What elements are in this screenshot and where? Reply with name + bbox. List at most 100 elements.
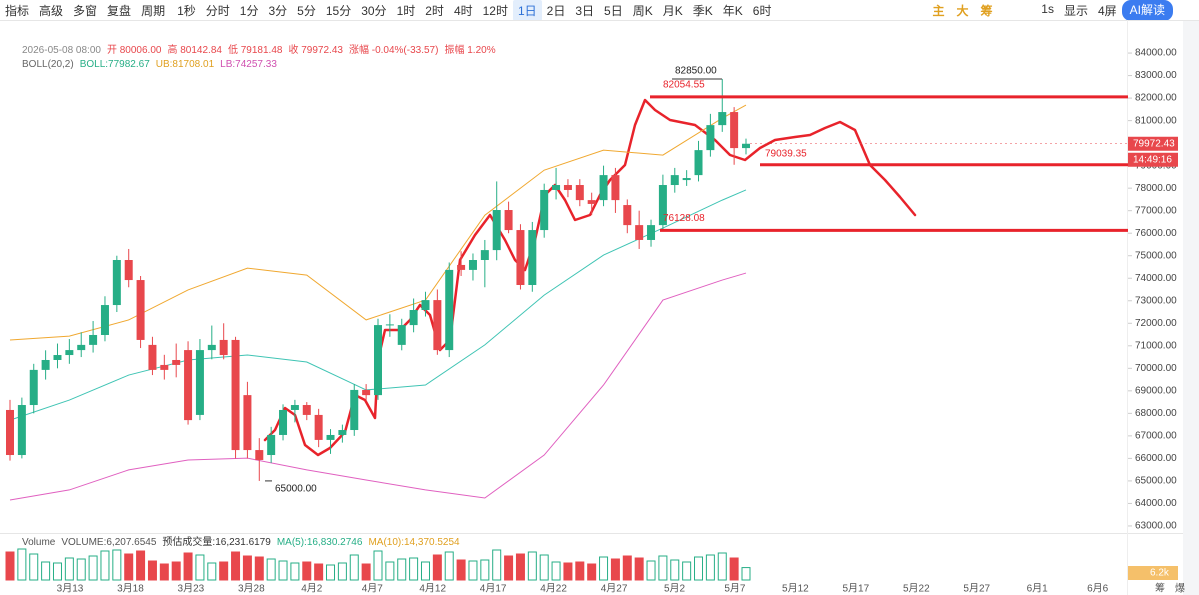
x-tick-label: 5月12 [782,583,809,595]
volume-label: 6.2k [1150,568,1170,579]
volume-bar [337,562,347,581]
volume-bar [634,557,644,581]
indicator-button[interactable]: 大 [956,3,969,18]
tool-button[interactable]: 指标 [5,3,30,18]
candle-body [706,125,715,151]
x-tick-label: 3月28 [238,583,265,595]
interval-button[interactable]: 周K [632,3,653,18]
candle-body [267,434,276,456]
interval-button[interactable]: 30分 [361,3,387,18]
interval-button[interactable]: 季K [692,3,713,18]
last-price-label: 79972.43 [1133,138,1175,149]
extreme-label: 65000.00 [275,484,317,495]
volume-bar [88,555,98,581]
volume-bar [539,554,549,581]
volume-bar [705,554,715,581]
candle-body [516,230,525,285]
level-label: 76128.08 [663,213,705,224]
candle-body [599,175,608,201]
indicator-button[interactable]: 筹 [980,3,993,18]
indicator-button[interactable]: 主 [932,3,945,18]
volume-bar [183,552,193,581]
volume-bar [76,558,86,581]
candle-body [290,405,299,410]
volume-bar [112,549,122,581]
option-button[interactable]: 4屏 [1097,3,1117,18]
volume-bar [5,551,15,581]
y-tick-label: 76000.00 [1135,228,1177,239]
volume-bar [171,561,181,581]
tool-button[interactable]: 高级 [39,3,64,18]
tool-button[interactable]: 复盘 [107,3,132,18]
candle-body [445,269,454,351]
candle-body [409,309,418,326]
y-tick-label: 75000.00 [1135,250,1177,261]
y-tick-label: 68000.00 [1135,408,1177,419]
y-tick-label: 74000.00 [1135,273,1177,284]
candle-body [742,143,750,149]
interval-button[interactable]: 5日 [604,3,623,18]
interval-button[interactable]: 5分 [297,3,316,18]
candle-body [362,389,371,396]
ai-button[interactable]: AI解读 [1121,0,1173,21]
level-label: 79039.35 [765,148,807,159]
info-item: BOLL:77982.67 [80,59,150,70]
candle-body [148,344,157,370]
interval-button[interactable]: 分时 [205,3,230,18]
volume-bar [302,561,312,581]
x-tick-label: 3月13 [57,583,84,595]
x-tick-label: 6月6 [1087,583,1109,595]
tool-button[interactable]: 周期 [141,3,166,18]
info-item: Volume [22,537,56,548]
candle-body [492,210,501,251]
candle-body [623,205,632,226]
countdown-box [1128,152,1178,167]
interval-button[interactable]: 2日 [546,3,566,18]
candle-body [302,405,311,415]
option-button[interactable]: 显示 [1063,3,1088,18]
y-tick-label: 81000.00 [1135,115,1177,126]
candle-body [647,225,656,240]
candle-body [6,409,14,456]
interval-button[interactable]: 1分 [239,3,259,18]
interval-button[interactable]: 3分 [268,3,288,18]
y-tick-label: 78000.00 [1135,183,1177,194]
volume-bar [361,563,371,581]
candle-body [255,450,264,460]
x-tick-label: 5月2 [664,583,686,595]
x-tick-label: 3月18 [117,583,144,595]
volume-bar [397,558,407,581]
volume-bar [741,567,751,581]
interval-button[interactable]: 2时 [425,3,444,18]
option-button[interactable]: 1s [1041,1,1054,16]
corner-label: 爆 [1175,583,1185,595]
side-strip [1183,20,1199,595]
interval-button[interactable]: 年K [722,3,743,18]
candle-body [575,185,584,201]
y-tick-label: 72000.00 [1135,318,1177,329]
candle-body [670,175,679,186]
interval-button[interactable]: 4时 [453,3,473,18]
boll-info: BOLL(20,2) BOLL:77982.67 UB:81708.01 LB:742… [22,59,277,70]
interval-button[interactable]: 15分 [325,3,352,18]
interval-button[interactable]: 1时 [396,3,416,18]
interval-button[interactable]: 3日 [575,3,595,18]
volume-bar [587,563,597,581]
x-tick-label: 5月17 [843,583,870,595]
x-tick-label: 4月2 [301,583,323,595]
y-tick-label: 69000.00 [1135,385,1177,396]
interval-button[interactable]: 月K [662,3,683,18]
extreme-label: 82850.00 [675,66,717,77]
interval-button[interactable]: 6时 [752,3,772,18]
candle-body [112,260,121,306]
candle-body [397,325,406,345]
volume-bar [468,560,478,581]
candle-body [433,300,442,351]
candle-body [100,305,109,335]
interval-button[interactable]: 1日 [512,0,542,21]
interval-button[interactable]: 12时 [482,3,508,18]
interval-button[interactable]: 1秒 [177,3,196,18]
tool-button[interactable]: 多窗 [73,3,98,18]
volume-bar [444,551,454,581]
